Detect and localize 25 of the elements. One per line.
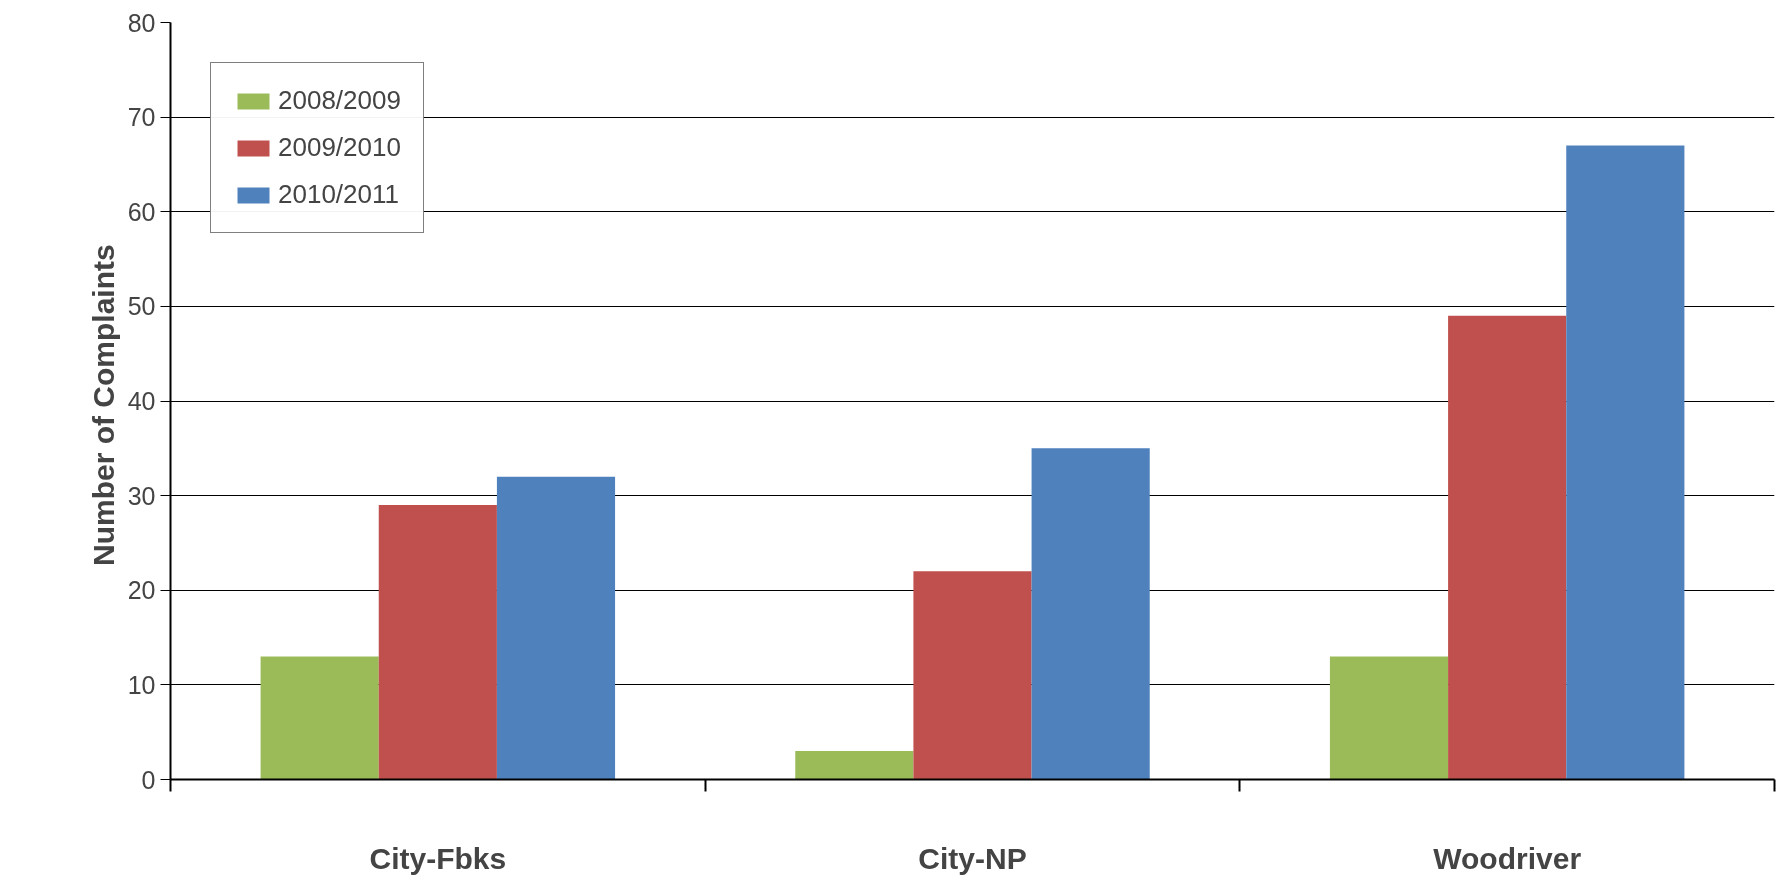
legend-label: 2009/2010 (278, 132, 401, 163)
x-tick-label: City-NP (918, 841, 1027, 875)
y-tick-label: 0 (141, 765, 156, 794)
x-tick-label: Woodriver (1433, 841, 1582, 875)
y-tick-label: 40 (127, 387, 156, 415)
y-tick-label: 60 (127, 197, 156, 226)
x-tick-label: City-Fbks (369, 841, 507, 875)
bar (1566, 145, 1685, 780)
bar (378, 505, 497, 780)
bar (1329, 656, 1449, 780)
y-tick-label: 30 (127, 481, 156, 510)
legend-label: 2008/2009 (278, 85, 401, 116)
bar (795, 751, 914, 780)
bar (1448, 315, 1567, 780)
y-tick-label: 80 (127, 8, 156, 37)
bar (260, 656, 379, 780)
bar (913, 571, 1032, 780)
bar (496, 476, 616, 780)
y-axis-title: Number of Complaints (86, 244, 120, 567)
y-tick-label: 50 (127, 292, 156, 321)
legend-label: 2010/2011 (278, 179, 399, 210)
y-tick-label: 20 (127, 576, 156, 605)
bar (1031, 448, 1150, 780)
y-tick-label: 10 (127, 670, 156, 699)
y-tick-label: 70 (127, 103, 156, 132)
